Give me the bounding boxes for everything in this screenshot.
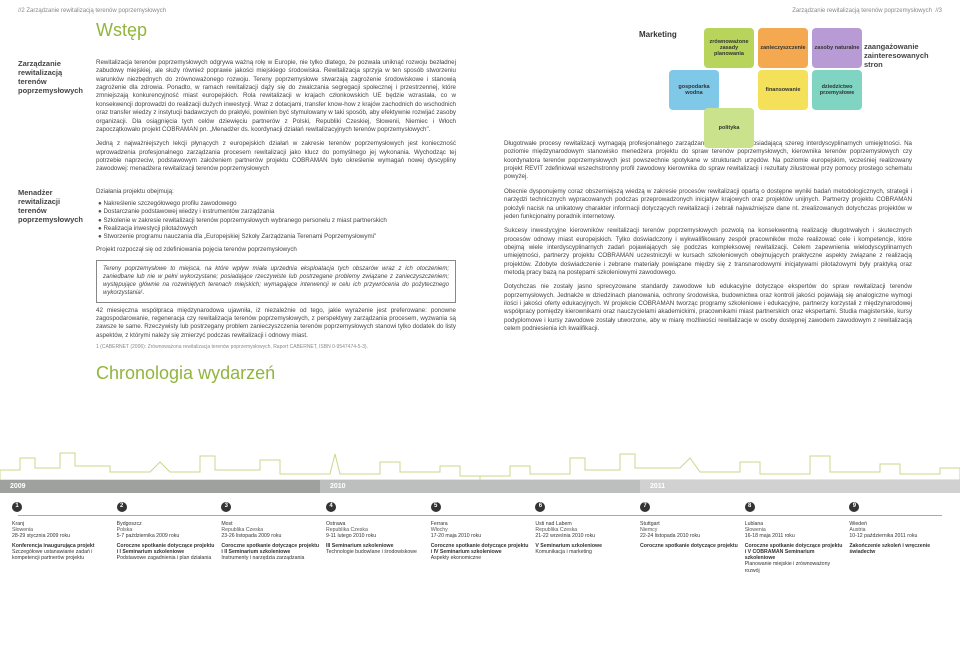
- label-menadzer: Menadżer rewitalizacji terenów poprzemys…: [18, 188, 84, 351]
- puzzle-piece: zanie­czysz­czenie: [758, 28, 808, 68]
- timeline-event: 9WiedeńAustria10-12 października 2011 ro…: [849, 507, 948, 574]
- para4: 42 miesięczna współpraca międzynarodowa …: [96, 307, 456, 340]
- timeline: 2009 2010 2011 1KranjSłowenia28-29 stycz…: [0, 480, 960, 650]
- puzzle-piece: zasoby naturalne: [812, 28, 862, 68]
- puzzle-piece: gospodarka wodna: [669, 70, 719, 110]
- bullets-intro: Działania projektu obejmują:: [96, 188, 456, 196]
- definition-box: Tereny poprzemysłowe to miejsca, na któr…: [96, 260, 456, 302]
- event-marker: 1: [12, 502, 22, 512]
- puzzle-diagram: Marketing zrówno­ważone zasady planowani…: [504, 20, 942, 130]
- timeline-event: 2BydgoszczPolska5-7 października 2009 ro…: [117, 507, 216, 574]
- year-2010: 2010: [320, 480, 640, 493]
- footnote: 1 (CABERNET (2006): Zrównoważona rewital…: [96, 344, 456, 351]
- event-marker: 6: [535, 502, 545, 512]
- year-2011: 2011: [640, 480, 960, 493]
- puzzle-piece: zrówno­ważone zasady planowania: [704, 28, 754, 68]
- label-zarzadzanie: Zarządzanie rewitalizacją terenów poprze…: [18, 59, 84, 178]
- para1: Rewitalizacja terenów poprzemysłowych od…: [96, 59, 456, 134]
- label-zaangazowanie: zaangażowanie zainteresowanych stron: [864, 42, 942, 69]
- skyline-graphic-right: [480, 448, 960, 480]
- bullet-list: Nakreślenie szczegółowego profilu zawodo…: [96, 200, 456, 242]
- page-num-right: Zarządzanie rewitalizacją terenów poprze…: [792, 8, 942, 14]
- event-marker: 8: [745, 502, 755, 512]
- timeline-event: 3MostRepublika Czeska23-26 listopada 200…: [221, 507, 320, 574]
- timeline-event: 1KranjSłowenia28-29 stycznia 2009 rokuKo…: [12, 507, 111, 574]
- event-marker: 4: [326, 502, 336, 512]
- right-p4: Dotychczas nie zostały jasno sprecyzowan…: [504, 283, 912, 333]
- timeline-event: 8LublanaSłowenia16-18 maja 2011 rokuCoro…: [745, 507, 844, 574]
- event-marker: 7: [640, 502, 650, 512]
- event-marker: 3: [221, 502, 231, 512]
- timeline-event: 7StuttgartNiemcy22-24 listopada 2010 rok…: [640, 507, 739, 574]
- event-marker: 2: [117, 502, 127, 512]
- timeline-event: 4OstrawaRepublika Czeska9-11 lutego 2010…: [326, 507, 425, 574]
- timeline-event: 6Usti nad LabemRepublika Czeska21-22 wrz…: [535, 507, 634, 574]
- page-num-left: //2 Zarządzanie rewitalizacją terenów po…: [18, 8, 166, 14]
- para3: Projekt rozpoczął się od zdefiniowania p…: [96, 246, 456, 254]
- event-marker: 5: [431, 502, 441, 512]
- puzzle-piece: finanso­wanie: [758, 70, 808, 110]
- puzzle-piece: polityka: [704, 108, 754, 148]
- right-p3: Sukcesy inwestycyjne kierowników rewital…: [504, 227, 912, 277]
- event-marker: 9: [849, 502, 859, 512]
- skyline-graphic: [0, 448, 480, 480]
- puzzle-piece: dziedzi­ctwo przemy­słowe: [812, 70, 862, 110]
- right-p2: Obecnie dysponujemy coraz obszerniejszą …: [504, 188, 912, 221]
- title-chronologia: Chronologia wydarzeń: [96, 363, 456, 384]
- title-wstep: Wstęp: [96, 20, 456, 41]
- year-2009: 2009: [0, 480, 320, 493]
- timeline-event: 5FerraraWłochy17-20 maja 2010 rokuCorocz…: [431, 507, 530, 574]
- para2: Jedną z najważniejszych lekcji płynących…: [96, 140, 456, 173]
- label-marketing: Marketing: [639, 30, 677, 39]
